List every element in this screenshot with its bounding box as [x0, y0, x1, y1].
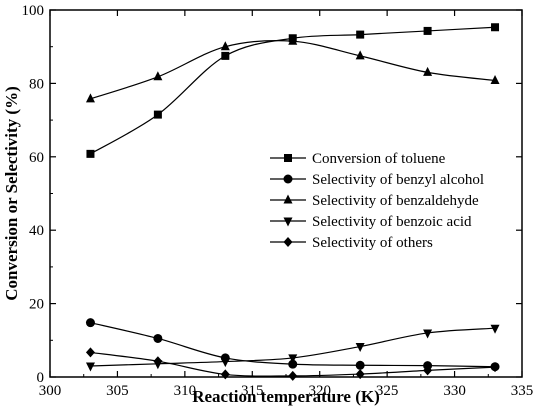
data-point [85, 318, 95, 328]
data-point [288, 354, 298, 364]
legend-item: Selectivity of benzaldehyde [270, 193, 479, 209]
y-tick-label: 80 [29, 76, 44, 92]
data-point [490, 74, 500, 84]
data-point [288, 370, 298, 381]
data-point [288, 359, 298, 369]
data-point [85, 93, 95, 103]
data-point [85, 347, 95, 358]
data-point [490, 362, 500, 373]
data-point [423, 66, 433, 76]
data-point [355, 369, 365, 380]
legend-label: Selectivity of benzoic acid [312, 214, 472, 230]
y-tick-label: 40 [29, 223, 44, 239]
legend-marker [283, 237, 293, 247]
data-point [356, 30, 365, 39]
data-point [423, 329, 433, 339]
legend-item: Selectivity of others [270, 235, 433, 251]
legend-marker [283, 217, 293, 227]
data-point [153, 333, 163, 343]
data-point [423, 26, 432, 35]
x-tick-label: 300 [39, 383, 62, 399]
data-point [221, 51, 230, 60]
data-point [491, 23, 500, 32]
legend-label: Conversion of toluene [312, 151, 446, 167]
y-axis: 0 20 40 60 80 100 [22, 3, 522, 386]
y-tick-label: 0 [37, 370, 45, 386]
legend-item: Selectivity of benzyl alcohol [270, 172, 484, 188]
series-line [90, 26, 496, 155]
data-point [423, 365, 433, 376]
data-point [355, 343, 365, 353]
y-tick-label: 20 [29, 297, 44, 313]
x-tick-label: 330 [443, 383, 466, 399]
x-axis-title: Reaction temperature (K) [192, 387, 380, 406]
series-layer [85, 23, 500, 381]
y-tick-label: 100 [22, 3, 45, 19]
data-point [288, 35, 298, 45]
data-point [86, 149, 95, 158]
legend-label: Selectivity of others [312, 235, 433, 251]
legend: Conversion of toluene Selectivity of benz… [270, 151, 484, 251]
x-tick-label: 305 [106, 383, 129, 399]
legend-item: Conversion of toluene [270, 151, 446, 167]
legend-marker [283, 194, 293, 204]
legend-item: Selectivity of benzoic acid [270, 214, 472, 230]
data-point [153, 71, 163, 81]
y-axis-title: Conversion or Selectivity (%) [2, 86, 21, 301]
data-point [490, 324, 500, 334]
x-tick-label: 320 [308, 383, 331, 399]
data-point [153, 110, 162, 119]
y-tick-label: 60 [29, 150, 44, 166]
legend-label: Selectivity of benzaldehyde [312, 193, 479, 209]
legend-marker [284, 154, 292, 162]
x-tick-label: 335 [511, 383, 534, 399]
series-triangle-up [85, 35, 500, 103]
data-point [220, 41, 230, 51]
series-diamond [85, 347, 500, 381]
legend-marker [283, 174, 293, 184]
data-point [85, 362, 95, 372]
data-point [355, 360, 365, 370]
x-tick-label: 315 [241, 383, 264, 399]
legend-label: Selectivity of benzyl alcohol [312, 172, 484, 188]
data-point [220, 358, 230, 368]
series-line [90, 39, 496, 100]
data-point [355, 50, 365, 60]
data-point [153, 356, 163, 367]
x-tick-label: 310 [174, 383, 197, 399]
data-point [220, 369, 230, 380]
x-tick-label: 325 [376, 383, 399, 399]
